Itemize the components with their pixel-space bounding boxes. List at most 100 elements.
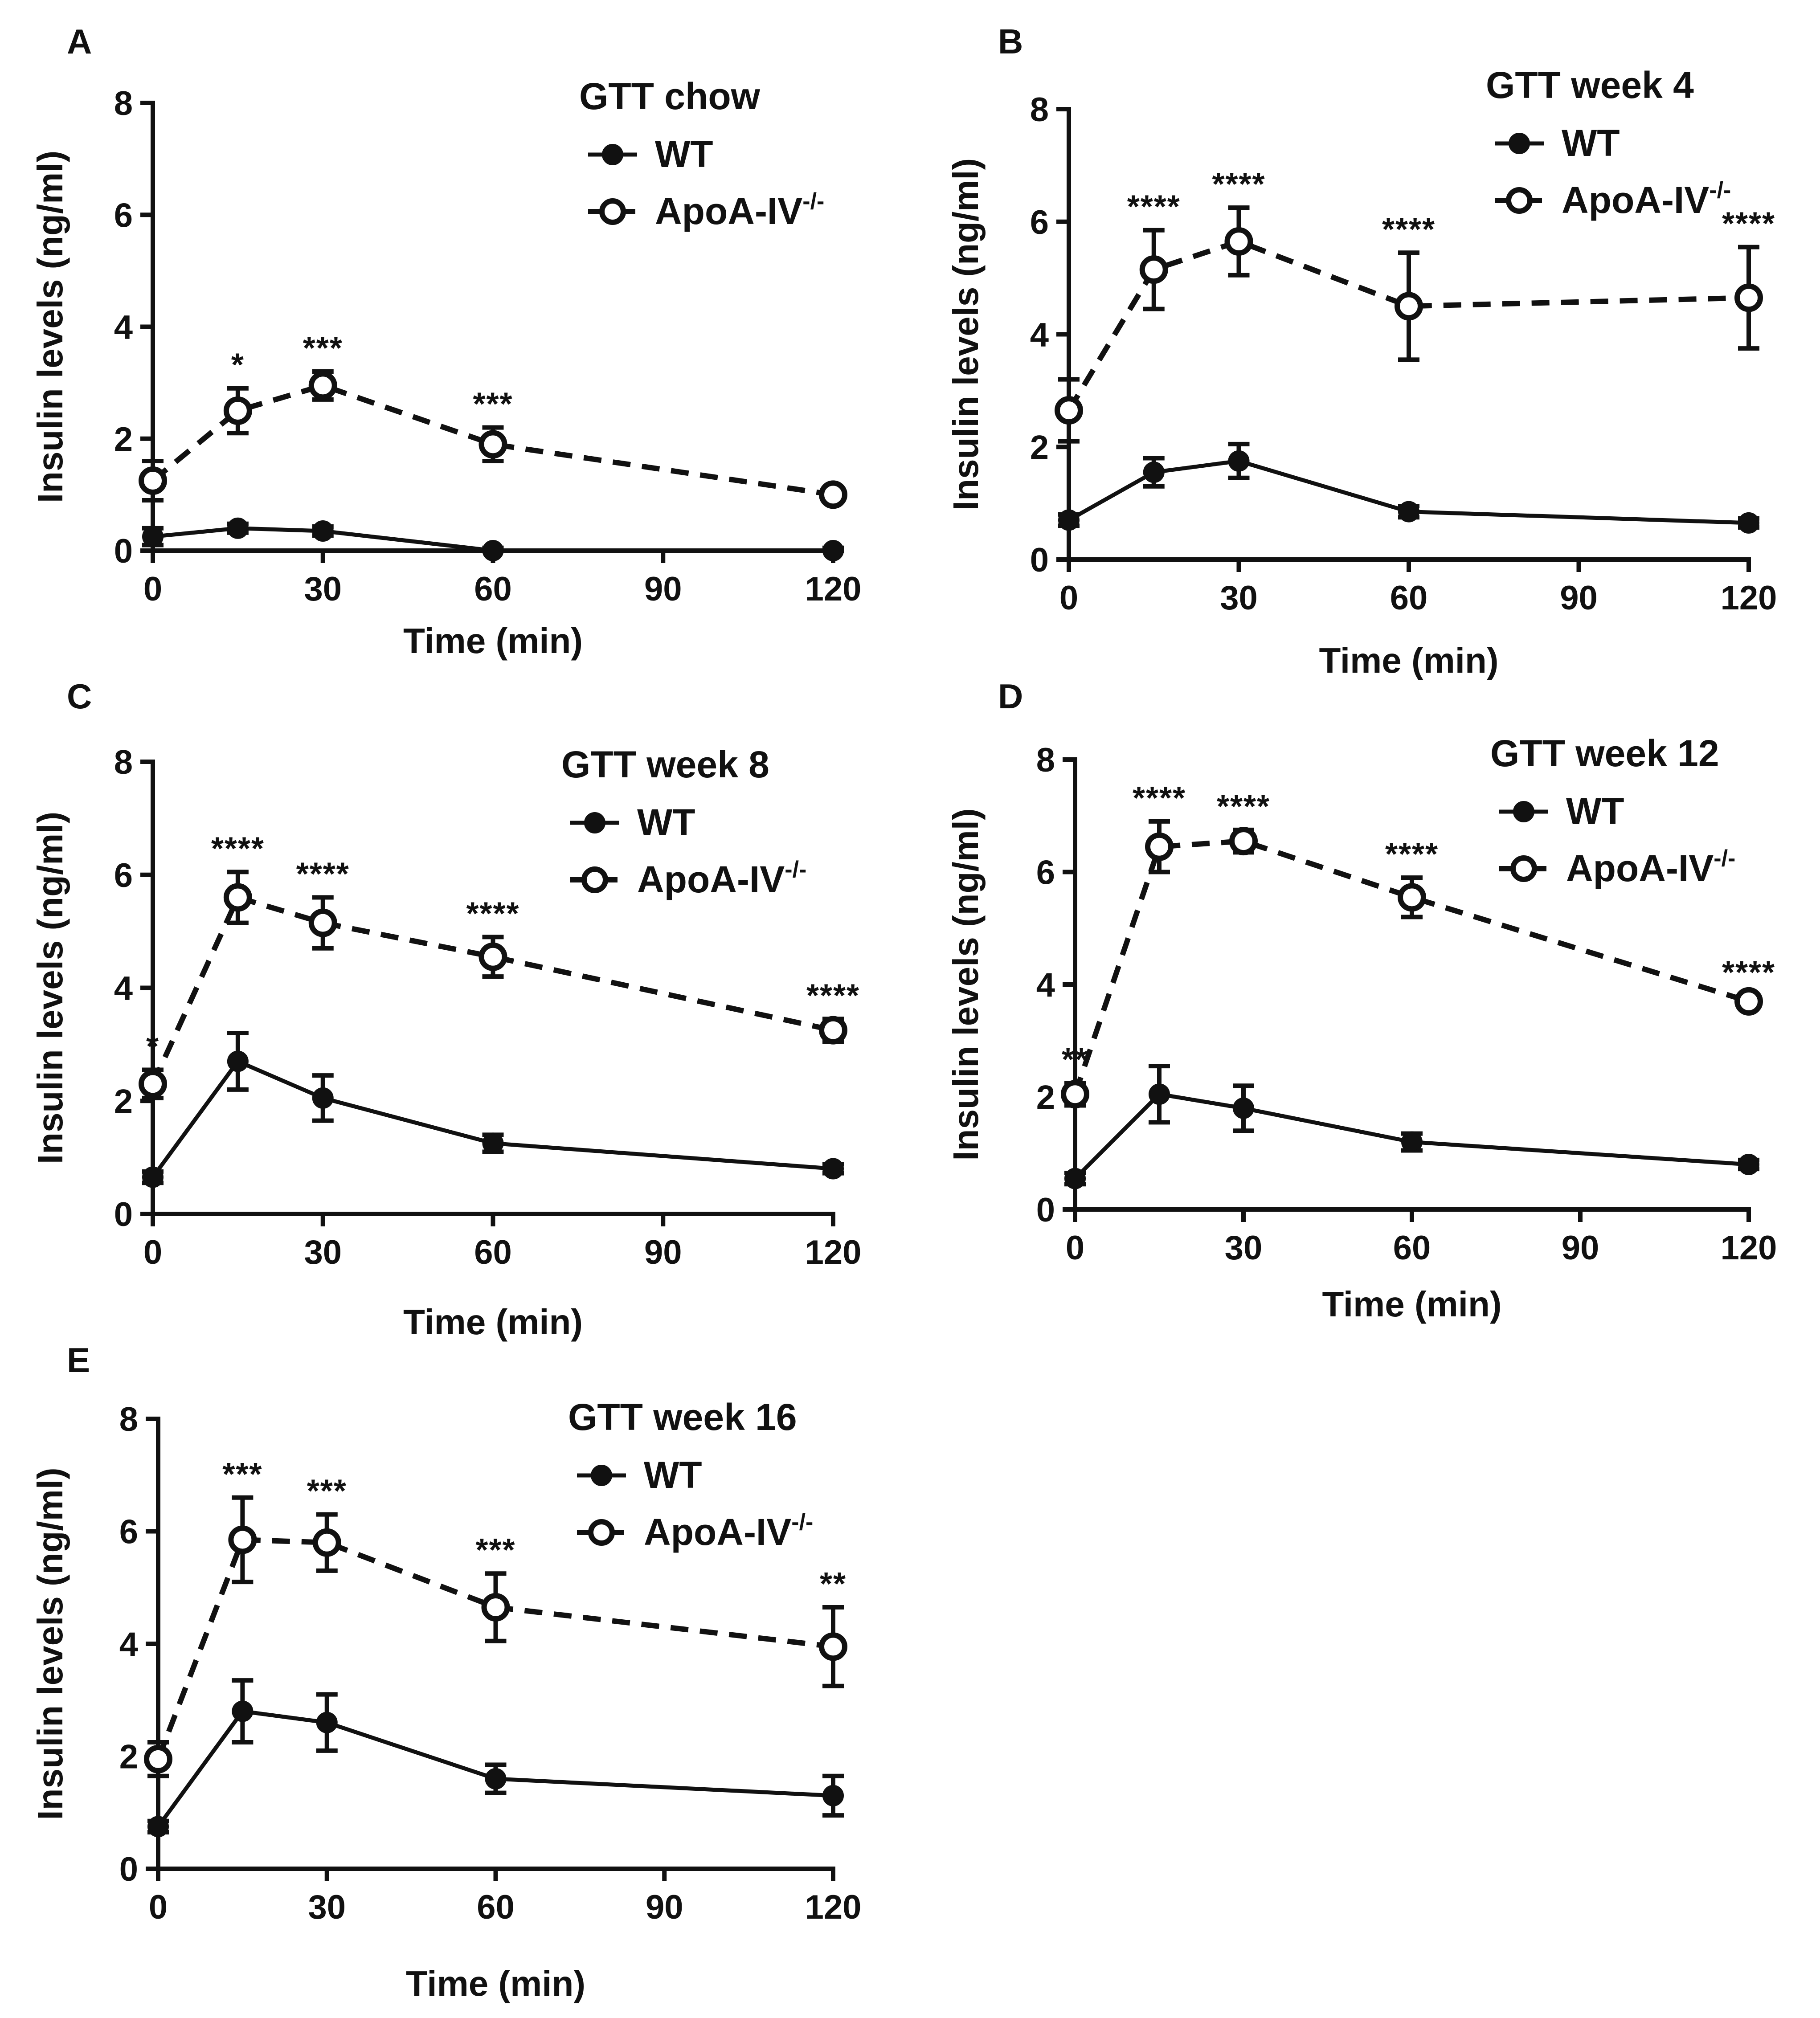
significance-label: **** — [1217, 789, 1270, 825]
data-point-wt — [482, 540, 504, 561]
series-line-apoa-iv — [151, 383, 834, 498]
x-tick-label: 0 — [1066, 1229, 1084, 1267]
significance-label: **** — [806, 978, 860, 1013]
significance-label: * — [146, 1029, 160, 1064]
significance-label: **** — [1722, 955, 1775, 990]
y-axis-title-d: Insulin levels (ng/ml) — [946, 808, 986, 1160]
data-point-wt — [1738, 1154, 1759, 1175]
legend-swatch-marker — [602, 144, 623, 165]
significance-label: **** — [1127, 189, 1181, 225]
data-point-apoa-iv — [1398, 883, 1426, 912]
data-point-wt — [1398, 501, 1419, 523]
x-tick-label: 90 — [1562, 1229, 1599, 1267]
data-point-apoa-iv — [481, 1593, 510, 1622]
significance-label: **** — [211, 831, 265, 866]
y-tick-label: 8 — [114, 743, 133, 781]
x-tick-label: 120 — [1721, 579, 1777, 617]
x-tick-label: 30 — [308, 1888, 346, 1926]
legend-swatch-marker — [581, 866, 608, 893]
x-tick-label: 120 — [805, 1234, 862, 1271]
y-tick-label: 4 — [114, 309, 133, 347]
data-point-apoa-iv — [819, 1016, 847, 1045]
significance-label: **** — [1212, 167, 1265, 202]
legend-swatch-marker — [591, 1465, 612, 1486]
legend-label: ApoA-IV-/- — [644, 1509, 813, 1553]
data-point-wt — [312, 1087, 334, 1109]
significance-label: *** — [222, 1457, 262, 1492]
data-point-wt — [822, 540, 844, 561]
y-tick-label: 2 — [114, 1083, 133, 1120]
data-point-apoa-iv — [223, 883, 252, 912]
legend-c: GTT week 8 WT ApoA-IV-/- — [561, 743, 806, 900]
x-tick-label: 120 — [1721, 1229, 1777, 1267]
series-line-wt — [151, 1059, 834, 1179]
x-tick-label: 60 — [474, 570, 512, 608]
data-point-wt — [1401, 1131, 1423, 1153]
data-point-wt — [822, 1785, 844, 1806]
y-tick-label: 0 — [1030, 541, 1049, 579]
data-point-wt — [147, 1816, 169, 1838]
significance-label: **** — [466, 896, 519, 931]
legend-swatch-marker — [1510, 855, 1537, 882]
data-point-apoa-iv — [1734, 283, 1763, 312]
legend-label: WT — [644, 1454, 702, 1496]
legend-title: GTT week 4 — [1486, 64, 1694, 106]
panel-d: D 0 2 4 6 8 0 30 60 90 120 Time (min) Insulin levels… — [946, 677, 1777, 1324]
data-point-apoa-iv — [223, 396, 252, 425]
significance-label: **** — [1133, 780, 1186, 816]
panel-letter-c: C — [67, 677, 92, 716]
legend-label: WT — [1562, 122, 1620, 164]
y-tick-label: 4 — [1036, 966, 1055, 1004]
series-line-apoa-iv — [155, 1537, 834, 1760]
significance-label: ** — [820, 1566, 847, 1602]
significance-label: **** — [1722, 206, 1775, 242]
data-point-wt — [822, 1158, 844, 1180]
data-point-apoa-iv — [1139, 255, 1168, 284]
data-point-apoa-iv — [819, 480, 847, 509]
significance-label: ** — [1062, 1042, 1088, 1078]
x-axis-title-e: Time (min) — [406, 1964, 585, 2003]
y-tick-label: 6 — [114, 196, 133, 234]
legend-d: GTT week 12 WT ApoA-IV-/- — [1490, 732, 1735, 889]
x-tick-label: 0 — [149, 1888, 168, 1926]
y-tick-label: 6 — [114, 857, 133, 895]
data-point-wt — [485, 1768, 507, 1789]
y-tick-label: 8 — [114, 85, 133, 123]
y-tick-label: 0 — [114, 1196, 133, 1234]
data-point-wt — [1228, 450, 1250, 472]
data-point-wt — [312, 520, 334, 542]
x-tick-label: 30 — [1225, 1229, 1263, 1267]
x-tick-label: 30 — [304, 1234, 342, 1271]
legend-b: GTT week 4 WT ApoA-IV-/- — [1486, 64, 1731, 221]
data-point-wt — [1064, 1168, 1086, 1189]
y-tick-label: 4 — [114, 970, 133, 1008]
y-tick-label: 2 — [1036, 1079, 1055, 1117]
panel-e: E 0 2 4 6 8 0 30 60 90 120 Time (min) Insulin levels… — [30, 1340, 861, 2003]
data-point-wt — [1738, 512, 1759, 534]
y-tick-label: 8 — [119, 1401, 138, 1438]
panel-letter-e: E — [67, 1340, 90, 1380]
data-point-wt — [232, 1700, 254, 1722]
y-tick-label: 2 — [114, 421, 133, 458]
legend-swatch-marker — [599, 198, 626, 225]
x-tick-label: 60 — [1393, 1229, 1431, 1267]
x-tick-label: 60 — [1390, 579, 1428, 617]
x-tick-label: 60 — [477, 1888, 515, 1926]
panel-letter-b: B — [998, 22, 1023, 61]
x-tick-label: 90 — [646, 1888, 683, 1926]
x-tick-label: 120 — [805, 570, 862, 608]
x-tick-label: 90 — [644, 570, 682, 608]
data-point-apoa-iv — [308, 371, 337, 400]
significance-label: *** — [303, 331, 343, 366]
legend-swatch-marker — [588, 1519, 615, 1546]
y-tick-label: 6 — [119, 1513, 138, 1551]
significance-label: * — [231, 347, 245, 383]
x-tick-label: 0 — [1059, 579, 1078, 617]
legend-label: ApoA-IV-/- — [1562, 177, 1731, 221]
y-tick-label: 4 — [119, 1626, 138, 1663]
panel-a: A 0 2 4 6 8 0 30 60 90 120 Time (min) Insulin levels… — [30, 22, 861, 661]
legend-swatch-marker — [1513, 801, 1534, 822]
significance-label: **** — [296, 857, 350, 892]
panel-letter-d: D — [998, 677, 1023, 716]
